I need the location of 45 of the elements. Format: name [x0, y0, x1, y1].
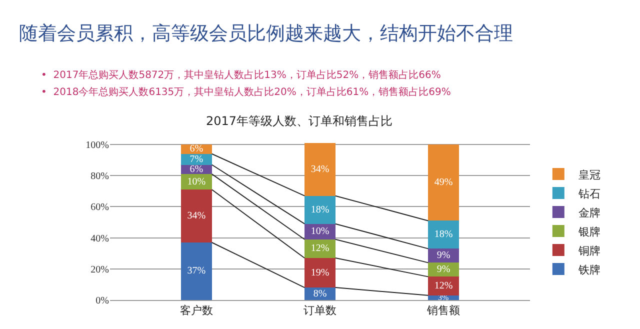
bar [181, 190, 212, 242]
legend-label: 银牌 [577, 225, 600, 238]
bar [304, 239, 336, 258]
legend-label: 铁牌 [577, 263, 600, 276]
data-label: 10% [310, 226, 330, 238]
bar [428, 276, 459, 296]
bar [428, 220, 459, 249]
data-label: 18% [434, 229, 453, 240]
data-label: 18% [310, 204, 330, 216]
x-tick-label: 订单数 [304, 304, 336, 318]
text: • 2018今年总购买人数6135万，其中皇钻人数占比20%，订单占比61%，销售额占比69% [41, 86, 451, 98]
x-tick-label: 客户数 [180, 304, 213, 318]
y-tick-label: 40% [90, 233, 109, 244]
y-tick-label: 20% [90, 264, 109, 276]
data-label: 49% [434, 177, 453, 188]
chart-title: 随着会员累积，高等级会员比例越来越大，结构开始不合理 [19, 22, 514, 45]
text: • 2017年总购买人数5872万，其中皇钻人数占比13%，订单占比52%，销售额占比66% [41, 69, 441, 81]
legend-label: 皇冠 [578, 168, 600, 182]
y-tick-label: 100% [86, 140, 109, 152]
data-label: 34% [187, 210, 206, 222]
data-label: 19% [310, 267, 330, 278]
y-tick-label: 0% [96, 296, 109, 306]
data-label: 12% [310, 243, 330, 254]
bar [304, 143, 336, 196]
y-tick-label: 60% [90, 202, 109, 214]
y-tick-label: 80% [90, 171, 109, 182]
data-label: 37% [187, 266, 206, 277]
legend-label: 金牌 [578, 206, 600, 220]
data-label: 8% [313, 288, 327, 300]
data-label: 10% [187, 176, 206, 188]
data-label: 6% [190, 144, 204, 155]
data-label: 12% [434, 280, 453, 292]
legend-label: 钻石 [577, 187, 600, 200]
bar [304, 196, 336, 224]
x-tick-label: 销售额 [426, 304, 460, 318]
data-label: 9% [436, 264, 450, 276]
data-label: 6% [190, 164, 204, 175]
data-label: 7% [190, 154, 204, 165]
bar [304, 258, 336, 288]
data-label: 34% [310, 164, 330, 175]
data-label: 9% [436, 250, 450, 262]
bar [428, 144, 459, 221]
bar [181, 242, 212, 300]
chart-subtitle: 2017年等级人数、订单和销售占比 [206, 114, 393, 128]
legend-label: 铜牌 [577, 244, 600, 258]
